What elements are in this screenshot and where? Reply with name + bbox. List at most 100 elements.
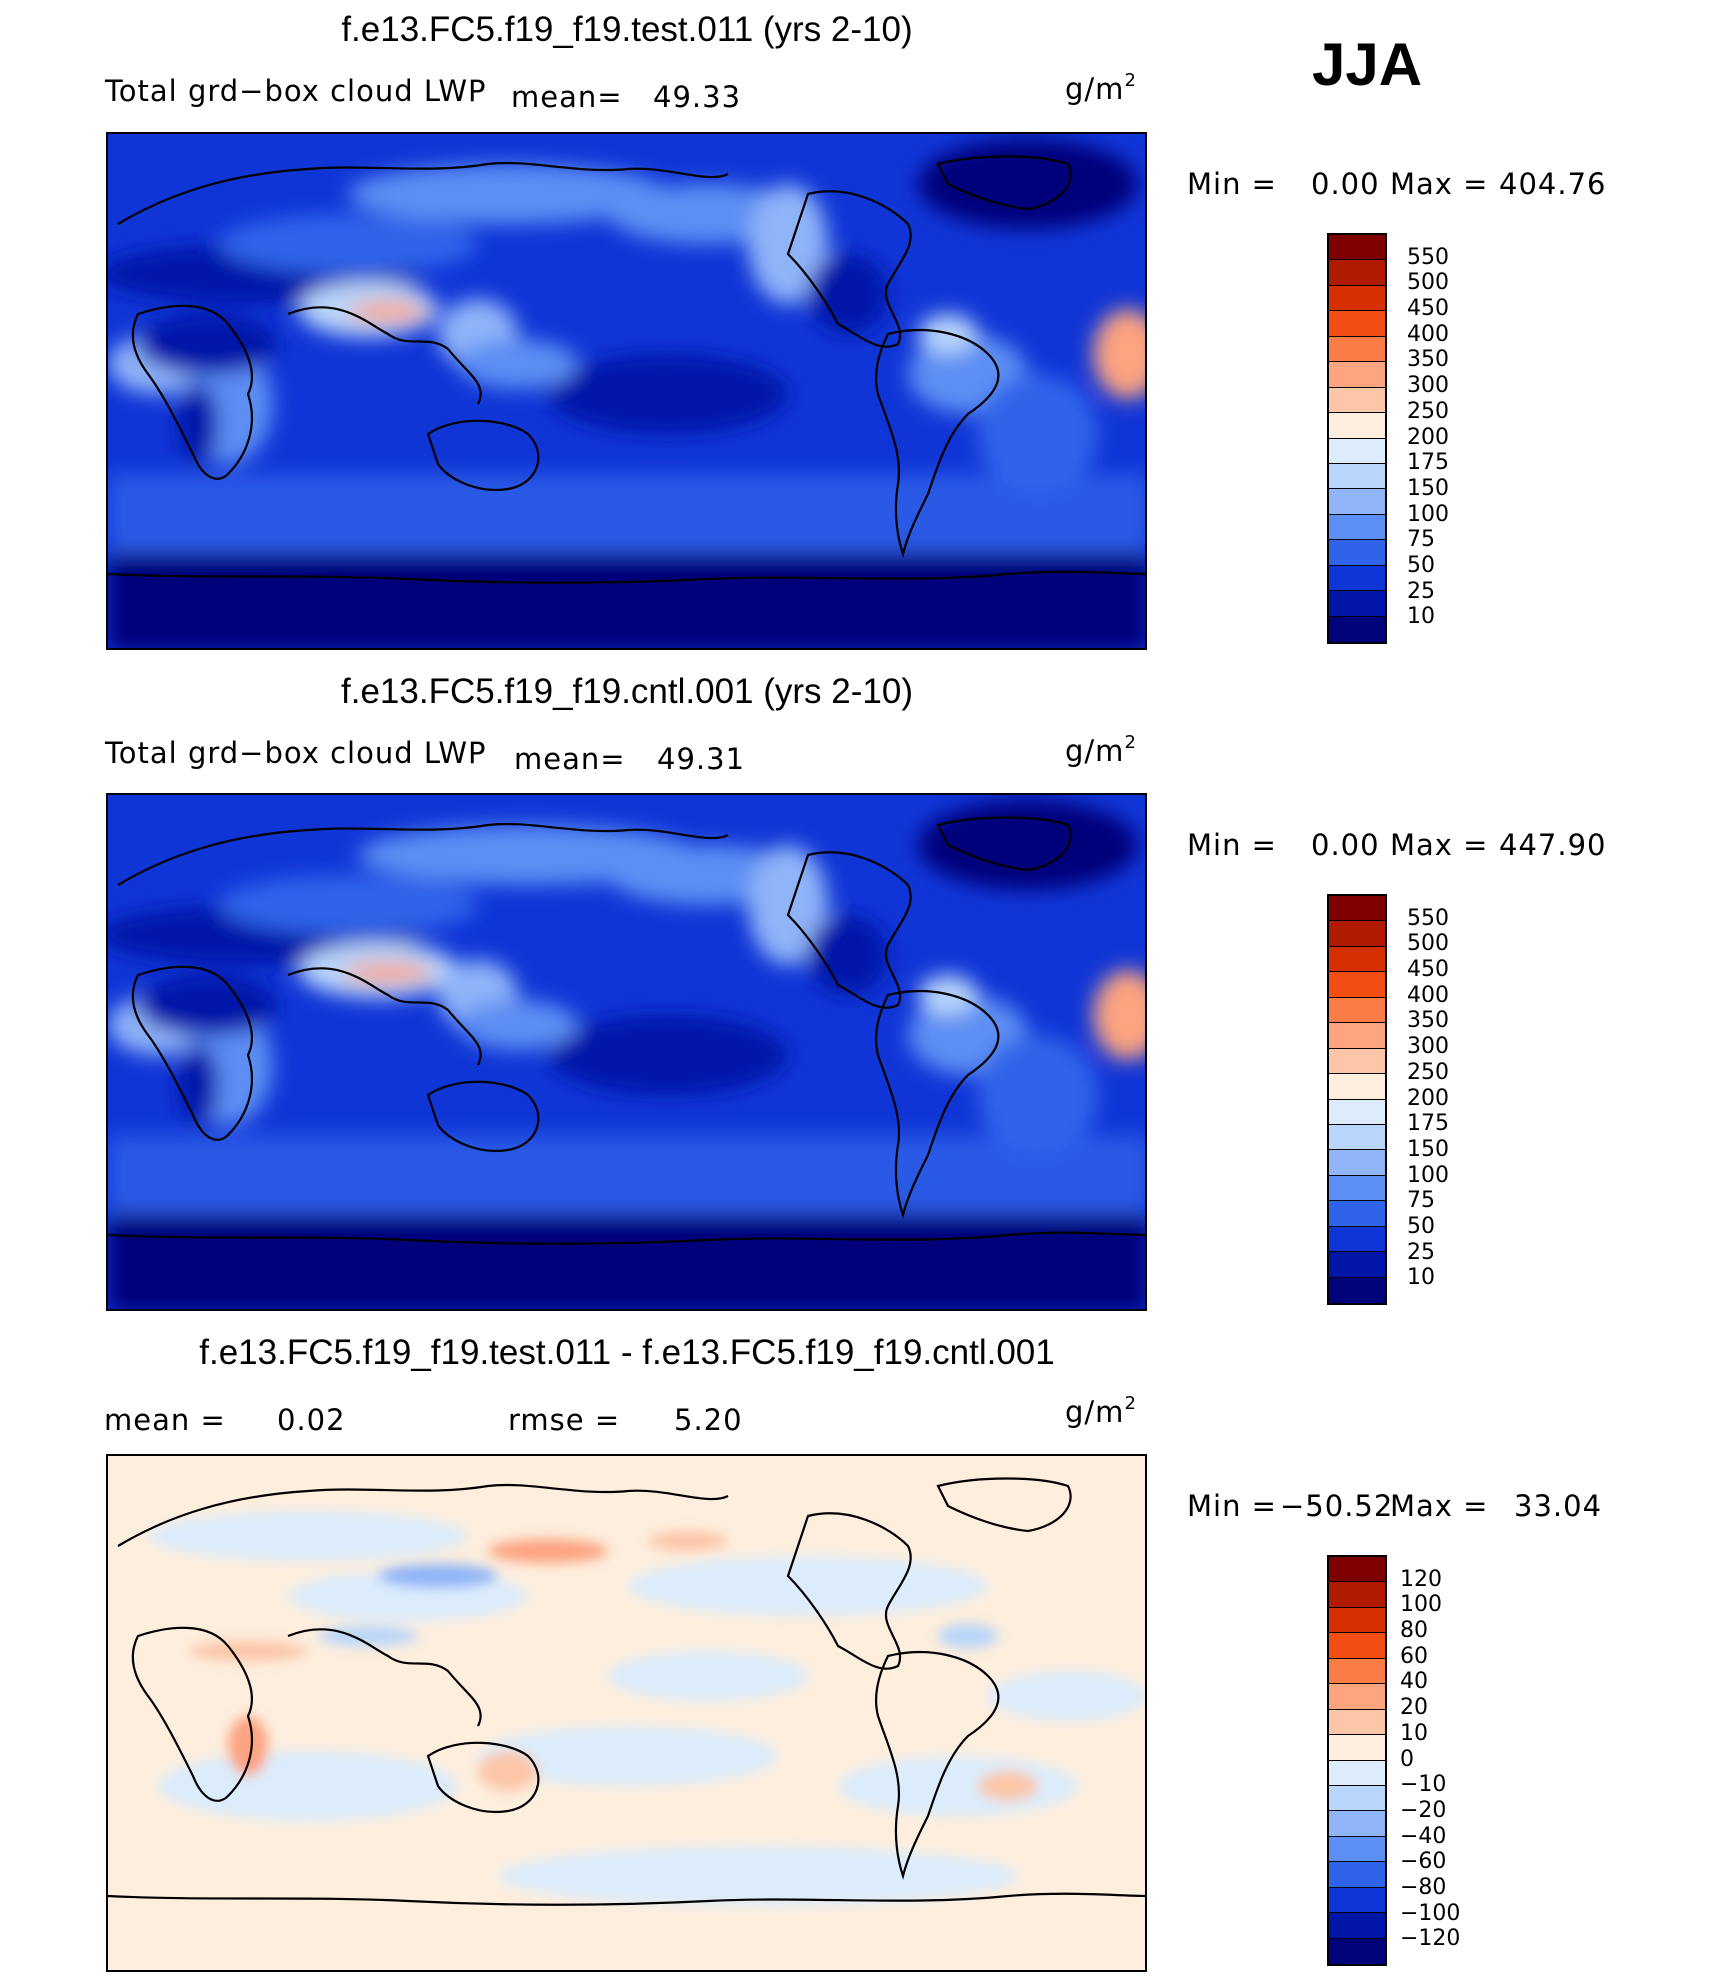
colorbar-cell: [1329, 1582, 1385, 1608]
colorbar-tick-label: 150: [1407, 1136, 1449, 1162]
colorbar-tick-label: −60: [1400, 1849, 1447, 1875]
colorbar-cell: [1329, 1785, 1385, 1812]
panel2-map: [106, 793, 1147, 1311]
colorbar-cell: [1329, 921, 1385, 947]
colorbar-tick-label: −120: [1400, 1926, 1461, 1952]
colorbar-cell: [1329, 565, 1385, 592]
colorbar-tick-label: 250: [1407, 1059, 1449, 1085]
colorbar-tick-label: 50: [1407, 1213, 1435, 1239]
panel2-title: f.e13.FC5.f19_f19.cntl.001 (yrs 2-10): [341, 672, 913, 711]
colorbar-tick-label: 350: [1407, 347, 1449, 373]
colorbar-cell: [1329, 1709, 1385, 1736]
colorbar-cell: [1329, 387, 1385, 414]
colorbar-tick-label: −100: [1400, 1900, 1461, 1926]
colorbar-tick-label: 50: [1407, 552, 1435, 578]
colorbar-cell: [1329, 1658, 1385, 1685]
colorbar-tick-label: 175: [1407, 1111, 1449, 1137]
colorbar-cell: [1329, 1124, 1385, 1151]
colorbar-tick-label: 450: [1407, 296, 1449, 322]
panel1-title: f.e13.FC5.f19_f19.test.011 (yrs 2-10): [341, 10, 913, 49]
panel3-title: f.e13.FC5.f19_f19.test.011 - f.e13.FC5.f…: [199, 1333, 1055, 1372]
colorbar-tick-label: −40: [1400, 1823, 1447, 1849]
colorbar-cell: [1329, 1887, 1385, 1914]
colorbar-tick-label: 40: [1400, 1669, 1428, 1695]
colorbar-cell: [1329, 1811, 1385, 1837]
panel2-mean-label: mean=: [514, 742, 626, 776]
colorbar-cell: [1329, 1048, 1385, 1075]
colorbar-cell: [1329, 336, 1385, 363]
panel3-map: [106, 1454, 1147, 1972]
colorbar-cell: [1329, 311, 1385, 337]
colorbar-cell: [1329, 285, 1385, 312]
panel1-units: g/m2: [1065, 70, 1137, 106]
colorbar-cell: [1329, 896, 1385, 922]
colorbar-cell: [1329, 1938, 1385, 1964]
colorbar-cell: [1329, 489, 1385, 515]
colorbar-tick-label: 150: [1407, 475, 1449, 501]
panel2-units: g/m2: [1065, 732, 1137, 768]
colorbar-cell: [1329, 1684, 1385, 1710]
colorbar-cell: [1329, 1836, 1385, 1863]
colorbar-cell: [1329, 946, 1385, 973]
panel1-min-value: 0.00: [1311, 167, 1380, 201]
panel2-max-value: 447.90: [1499, 828, 1607, 862]
colorbar-cell: [1329, 1760, 1385, 1786]
colorbar-cell: [1329, 1099, 1385, 1125]
colorbar-tick-label: 200: [1407, 1085, 1449, 1111]
colorbar-tick-label: 10: [1407, 604, 1435, 630]
colorbar-cell: [1329, 616, 1385, 642]
colorbar-cell: [1329, 463, 1385, 490]
colorbar-tick-label: 60: [1400, 1643, 1428, 1669]
colorbar-tick-label: 250: [1407, 398, 1449, 424]
colorbar-tick-label: 100: [1400, 1592, 1442, 1618]
colorbar-cell: [1329, 1557, 1385, 1583]
panel2-min-value: 0.00: [1311, 828, 1380, 862]
colorbar-tick-label: 300: [1407, 1034, 1449, 1060]
colorbar-tick-label: 400: [1407, 321, 1449, 347]
panel1-colorbar: [1327, 233, 1387, 644]
colorbar-cell: [1329, 972, 1385, 998]
colorbar-cell: [1329, 362, 1385, 388]
colorbar-tick-label: 75: [1407, 527, 1435, 553]
panel3-min-value: −50.52: [1280, 1489, 1394, 1523]
panel2-mean-value: 49.31: [657, 742, 746, 776]
panel3-colorbar: [1327, 1555, 1387, 1966]
colorbar-cell: [1329, 438, 1385, 464]
colorbar-tick-label: 80: [1400, 1618, 1428, 1644]
colorbar-tick-label: 550: [1407, 905, 1449, 931]
colorbar-tick-label: 75: [1407, 1188, 1435, 1214]
panel3-min-label: Min =: [1187, 1489, 1277, 1523]
panel1-mean-value: 49.33: [653, 80, 742, 114]
colorbar-tick-label: 25: [1407, 578, 1435, 604]
panel1-max-value: 404.76: [1499, 167, 1607, 201]
panel3-max-value: 33.04: [1514, 1489, 1603, 1523]
colorbar-tick-label: 100: [1407, 1162, 1449, 1188]
colorbar-cell: [1329, 540, 1385, 566]
colorbar-cell: [1329, 413, 1385, 439]
colorbar-cell: [1329, 1201, 1385, 1227]
colorbar-cell: [1329, 1913, 1385, 1939]
colorbar-cell: [1329, 591, 1385, 617]
colorbar-tick-label: −80: [1400, 1874, 1447, 1900]
panel1-variable: Total grd−box cloud LWP: [105, 74, 487, 108]
colorbar-cell: [1329, 1226, 1385, 1253]
colorbar-tick-label: 400: [1407, 982, 1449, 1008]
colorbar-tick-label: 25: [1407, 1239, 1435, 1265]
panel3-mean-value: 0.02: [277, 1403, 346, 1437]
colorbar-cell: [1329, 997, 1385, 1024]
colorbar-cell: [1329, 1175, 1385, 1202]
colorbar-tick-label: 500: [1407, 931, 1449, 957]
colorbar-tick-label: 450: [1407, 957, 1449, 983]
colorbar-tick-label: −20: [1400, 1797, 1447, 1823]
panel2-colorbar: [1327, 894, 1387, 1305]
panel3-rmse-value: 5.20: [674, 1403, 743, 1437]
colorbar-cell: [1329, 1023, 1385, 1049]
panel1-mean-label: mean=: [511, 80, 623, 114]
panel1-map: [106, 132, 1147, 650]
colorbar-cell: [1329, 1150, 1385, 1176]
colorbar-tick-label: −10: [1400, 1772, 1447, 1798]
colorbar-tick-label: 20: [1400, 1695, 1428, 1721]
colorbar-tick-label: 10: [1407, 1265, 1435, 1291]
colorbar-cell: [1329, 1252, 1385, 1278]
colorbar-tick-label: 550: [1407, 244, 1449, 270]
